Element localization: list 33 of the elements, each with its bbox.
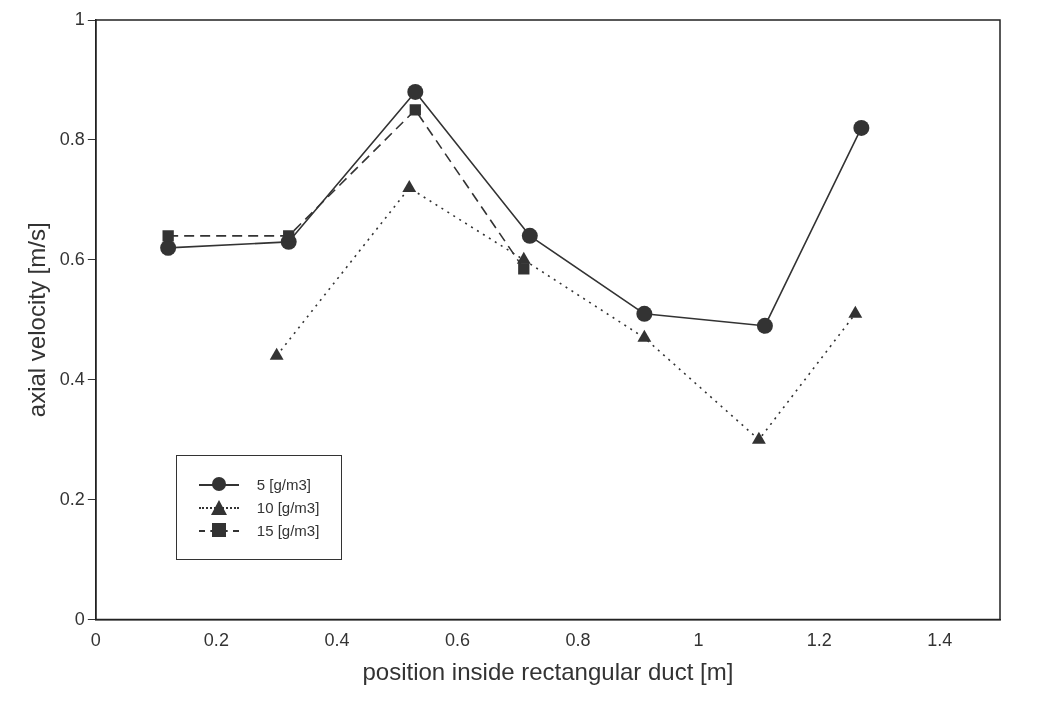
y-tick-label: 0	[74, 608, 85, 629]
y-tick-label: 0.8	[59, 128, 85, 149]
x-tick-label: 0	[90, 630, 101, 651]
y-tick-label: 1	[74, 8, 85, 29]
point	[756, 317, 773, 334]
x-tick-label: 0.8	[565, 630, 591, 651]
point	[751, 431, 766, 444]
point	[402, 179, 417, 192]
point	[521, 227, 538, 244]
x-tick-label: 1	[693, 630, 704, 651]
x-axis-title: position inside rectangular duct [m]	[362, 658, 734, 686]
point	[848, 305, 863, 318]
point	[518, 263, 530, 275]
point	[409, 104, 421, 116]
point	[853, 119, 870, 136]
legend-label: 5 [g/m3]	[256, 475, 312, 493]
point	[269, 347, 284, 360]
y-tick-label: 0.6	[59, 248, 85, 269]
point	[407, 83, 424, 100]
point	[636, 305, 653, 322]
y-tick-label: 0.4	[59, 368, 85, 389]
point	[637, 329, 652, 342]
x-tick-label: 0.6	[444, 630, 471, 651]
point	[160, 239, 177, 256]
x-tick-label: 0.2	[203, 630, 229, 651]
legend-label: 10 [g/m3]	[256, 498, 320, 516]
x-tick-label: 1.4	[927, 630, 953, 651]
legend-label: 15 [g/m3]	[256, 521, 320, 539]
y-axis-title: axial velocity [m/s]	[23, 222, 51, 418]
x-tick-label: 0.4	[324, 630, 350, 651]
y-tick-label: 0.2	[59, 488, 85, 509]
point	[162, 230, 174, 242]
x-tick-label: 1.2	[806, 630, 832, 651]
